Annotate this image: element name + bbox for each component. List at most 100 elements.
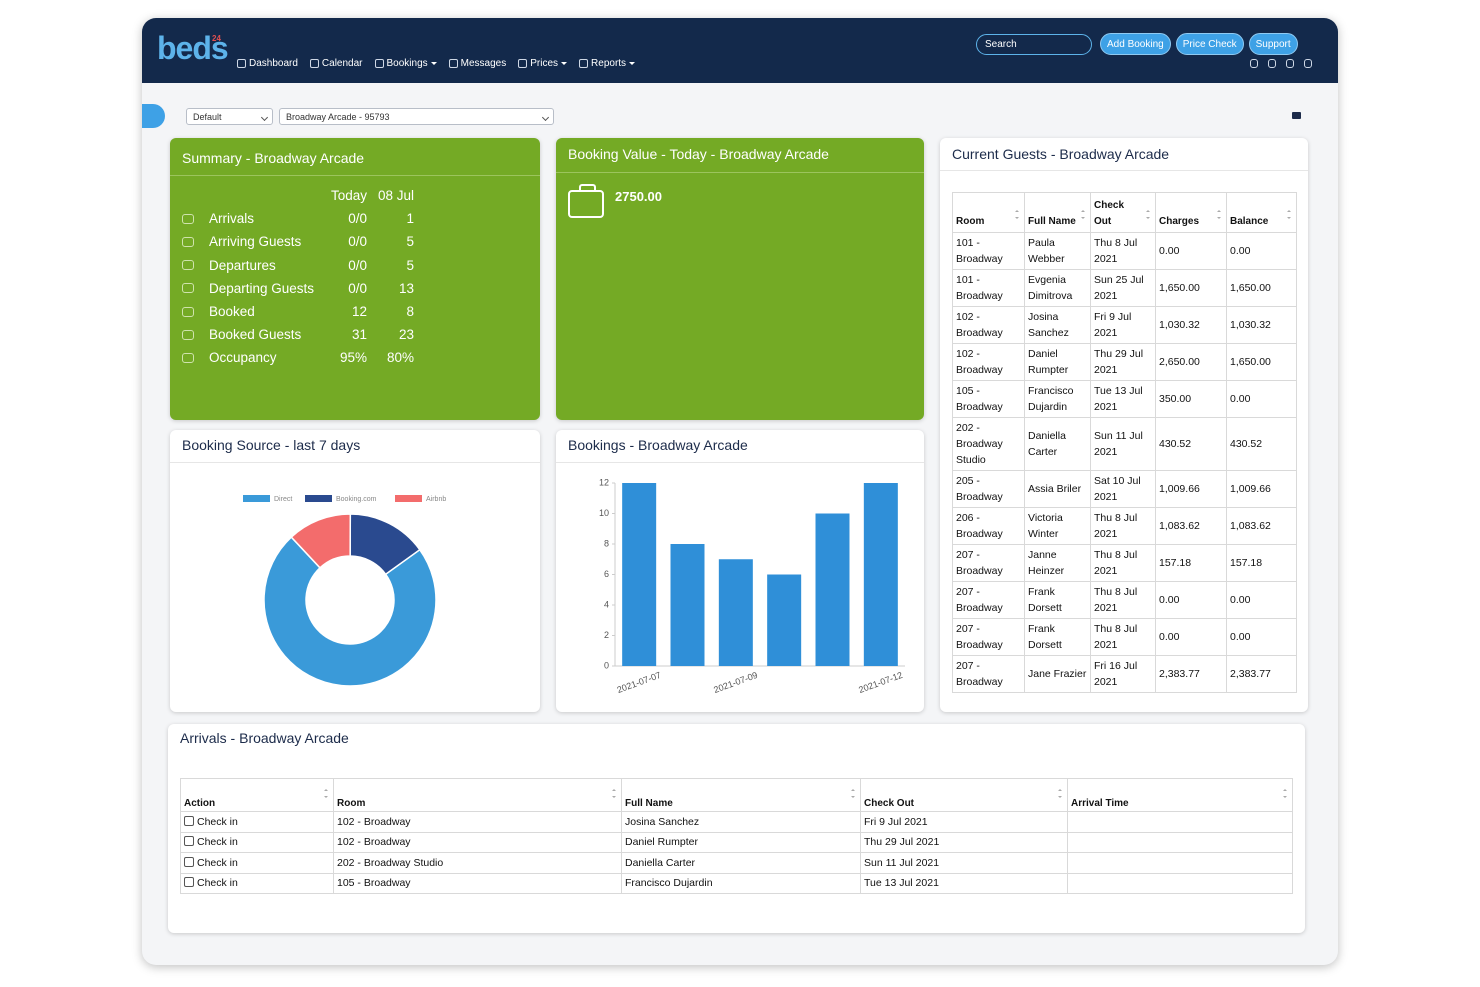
search-input[interactable]: Search — [976, 34, 1092, 55]
booking-source-card: Booking Source - last 7 days — [170, 430, 540, 712]
cell-text: Sun 11 Jul 2021 — [864, 856, 940, 869]
column-header[interactable]: Full Name — [1024, 192, 1091, 233]
table-body: 101 - Broadway Paula Webber Thu 8 Jul 2021… — [952, 232, 1297, 693]
view-select[interactable]: Default — [186, 108, 273, 125]
table-cell: Sun 11 Jul 2021 — [860, 852, 1068, 874]
table-cell: 102 - Broadway — [952, 306, 1025, 344]
nav-button[interactable]: Support — [1248, 33, 1298, 55]
cell-text: 1,650.00 — [1230, 356, 1271, 368]
cell-text: 202 - Broadway Studio — [956, 422, 1003, 466]
checkbox[interactable] — [184, 856, 194, 867]
table-cell: 102 - Broadway — [333, 831, 622, 853]
table-cell: 2,383.77 — [1226, 655, 1297, 693]
table-row: 105 - Broadway Francisco Dujardin Tue 13 J… — [952, 380, 1297, 418]
menu-item[interactable]: Calendar — [310, 58, 363, 69]
cell-text: 207 - Broadway — [956, 586, 1003, 614]
cell-text: 430.52 — [1159, 438, 1192, 450]
column-header[interactable]: Room — [952, 192, 1025, 233]
row-icon — [182, 329, 194, 340]
menu: Dashboard Calendar Bookings Messages Prices R… — [237, 58, 635, 69]
summary-value: 13 — [398, 280, 414, 296]
cell-text: Daniel Rumpter — [1028, 348, 1069, 376]
card-title: Booking Value - Today - Broadway Arcade — [568, 146, 829, 162]
cell-text: Jane Frazier — [1028, 668, 1087, 680]
cell-text: Sun 25 Jul 2021 — [1094, 274, 1144, 302]
sort-icon — [851, 789, 857, 799]
cell-text: Tue 13 Jul 2021 — [1094, 385, 1143, 413]
table-cell: Daniella Carter — [1024, 417, 1091, 471]
table-row: 207 - Broadway Jane Frazier Fri 16 Jul 202… — [952, 655, 1297, 693]
checkbox[interactable] — [184, 815, 194, 826]
column-header[interactable]: Room — [333, 778, 622, 812]
divider — [170, 175, 540, 176]
summary-value: 5 — [406, 257, 414, 273]
table-body: Check in 102 - Broadway Josina Sanchez Fri … — [180, 811, 1293, 894]
table-cell: 205 - Broadway — [952, 470, 1025, 508]
table-cell: 157.18 — [1226, 544, 1297, 582]
sort-icon — [1146, 210, 1152, 220]
column-header[interactable]: Charges — [1155, 192, 1227, 233]
menu-item[interactable]: Prices — [518, 58, 567, 69]
cell-text: 0.00 — [1230, 594, 1251, 606]
table-cell: Paula Webber — [1024, 232, 1091, 270]
cell-text: 105 - Broadway — [956, 385, 1003, 413]
icon[interactable] — [1250, 59, 1258, 68]
column-header[interactable]: Check Out — [860, 778, 1068, 812]
cell-text: 1,650.00 — [1159, 282, 1200, 294]
icon[interactable] — [1268, 59, 1276, 68]
table-cell: 0.00 — [1226, 380, 1297, 418]
cell-text: Josina Sanchez — [1028, 311, 1069, 339]
nav-button[interactable]: Add Booking — [1100, 33, 1171, 55]
table-cell: 0.00 — [1155, 581, 1227, 619]
table-cell: Thu 8 Jul 2021 — [1090, 507, 1156, 545]
table-cell: Josina Sanchez — [1024, 306, 1091, 344]
menu-item[interactable]: Dashboard — [237, 58, 298, 69]
table-cell: 0.00 — [1226, 618, 1297, 656]
table-cell: 1,650.00 — [1226, 343, 1297, 381]
header-text: Full Name — [625, 798, 673, 809]
table-cell: 1,650.00 — [1155, 269, 1227, 307]
table-cell: Janne Heinzer — [1024, 544, 1091, 582]
menu-item[interactable]: Messages — [449, 58, 507, 69]
cell-text: Daniella Carter — [1028, 430, 1066, 458]
column-header[interactable]: Action — [180, 778, 334, 812]
property-select[interactable]: Broadway Arcade - 95793 — [279, 108, 554, 125]
cell-text: Francisco Dujardin — [1028, 385, 1074, 413]
icon[interactable] — [1286, 59, 1294, 68]
table-cell: 1,083.62 — [1226, 507, 1297, 545]
sort-icon — [1081, 210, 1087, 220]
column-header[interactable]: Balance — [1226, 192, 1297, 233]
sidebar-toggle[interactable] — [142, 104, 165, 128]
summary-card: Summary - Broadway Arcade Today 08 Jul Arr… — [170, 138, 540, 420]
checkbox[interactable] — [184, 836, 194, 847]
row-icon — [182, 236, 194, 247]
cell-text: 157.18 — [1159, 557, 1192, 569]
nav-button[interactable]: Price Check — [1175, 33, 1244, 55]
sort-icon — [1015, 210, 1021, 220]
cell-text: 2,650.00 — [1159, 356, 1200, 368]
sort-icon — [1283, 789, 1289, 799]
nav-buttons: Add Booking Price Check Support — [1100, 33, 1298, 55]
checkbox[interactable] — [184, 877, 194, 888]
menu-item[interactable]: Bookings — [375, 58, 437, 69]
column-header[interactable]: Full Name — [621, 778, 861, 812]
logo[interactable]: beds — [157, 30, 229, 66]
table-cell: Josina Sanchez — [621, 811, 861, 833]
cell-text: Fri 9 Jul 2021 — [864, 815, 928, 828]
column-header[interactable]: Arrival Time — [1067, 778, 1293, 812]
column-header[interactable]: Check Out — [1090, 192, 1156, 233]
table-cell: 202 - Broadway Studio — [952, 417, 1025, 471]
table-cell: 1,009.66 — [1226, 470, 1297, 508]
summary-label: Departing Guests — [209, 280, 315, 296]
lock-icon[interactable] — [1292, 112, 1301, 119]
divider — [940, 170, 1308, 171]
menu-item[interactable]: Reports — [579, 58, 635, 69]
table-head: Action Room Full Name Check Out Arrival Time — [180, 778, 1293, 812]
cell-text: 0.00 — [1159, 594, 1180, 606]
icon[interactable] — [1304, 59, 1312, 68]
table-row: Check in 102 - Broadway Daniel Rumpter Thu … — [180, 831, 1293, 853]
summary-grid: Today 08 Jul Arrivals 0/0 1 Arriving Guests 0/… — [182, 184, 414, 370]
table-cell: 207 - Broadway — [952, 655, 1025, 693]
table-cell: 1,030.32 — [1226, 306, 1297, 344]
header-text: Arrival Time — [1071, 798, 1129, 809]
